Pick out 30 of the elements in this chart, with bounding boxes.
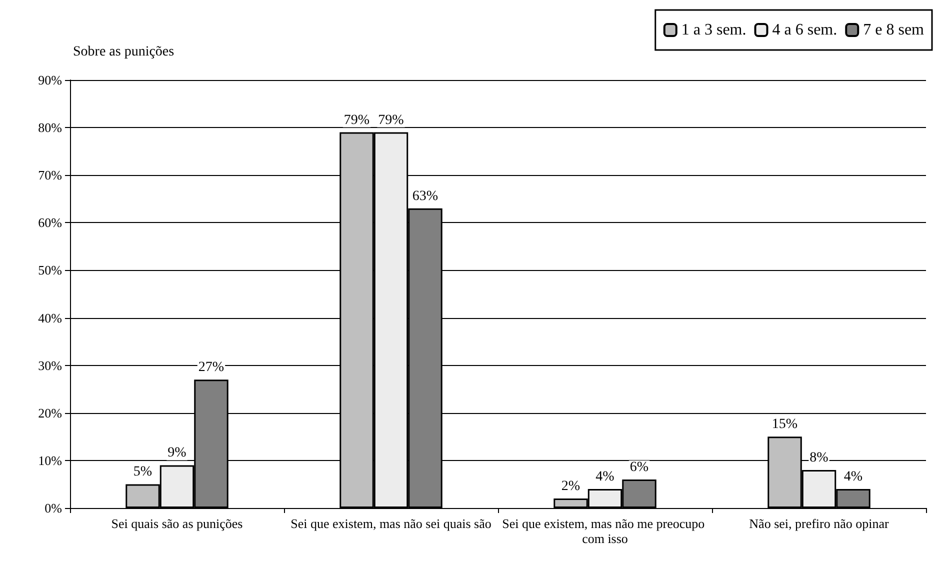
chart-title: Sobre as punições bbox=[73, 44, 174, 60]
x-tick-label: Sei quais são as punições bbox=[111, 516, 243, 531]
data-label: 8% bbox=[810, 450, 829, 466]
y-tick-label: 90% bbox=[38, 72, 62, 88]
data-label: 2% bbox=[561, 478, 580, 494]
data-label: 6% bbox=[630, 460, 649, 475]
y-tick-label: 10% bbox=[38, 452, 62, 468]
data-label: 9% bbox=[168, 446, 187, 461]
data-label: 63% bbox=[412, 188, 438, 204]
y-tick-label: 70% bbox=[38, 168, 62, 183]
x-tick-label: Não sei, prefiro não opinar bbox=[749, 516, 890, 531]
data-label: 15% bbox=[772, 417, 798, 432]
data-label: 4% bbox=[596, 469, 615, 484]
y-tick-label: 80% bbox=[38, 120, 62, 136]
y-tick-label: 40% bbox=[38, 310, 62, 326]
y-tick-label: 50% bbox=[38, 262, 62, 278]
legend-label: 7 e 8 sem bbox=[863, 22, 925, 38]
data-label: 79% bbox=[344, 112, 370, 128]
y-tick-label: 60% bbox=[38, 215, 62, 230]
x-tick-label: Sei que existem, mas não sei quais são bbox=[290, 516, 492, 531]
x-tick-label: Sei que existem, mas não me preocupo com isso bbox=[502, 516, 708, 546]
y-tick-label: 20% bbox=[38, 405, 62, 420]
y-tick-label: 30% bbox=[38, 358, 62, 373]
y-tick-label: 0% bbox=[44, 500, 62, 516]
data-label: 79% bbox=[378, 112, 404, 128]
data-label: 4% bbox=[844, 469, 863, 484]
data-label: 5% bbox=[133, 464, 152, 480]
legend-label: 1 a 3 sem. bbox=[681, 22, 746, 38]
data-label: 27% bbox=[198, 360, 224, 376]
legend-label: 4 a 6 sem. bbox=[772, 22, 838, 38]
